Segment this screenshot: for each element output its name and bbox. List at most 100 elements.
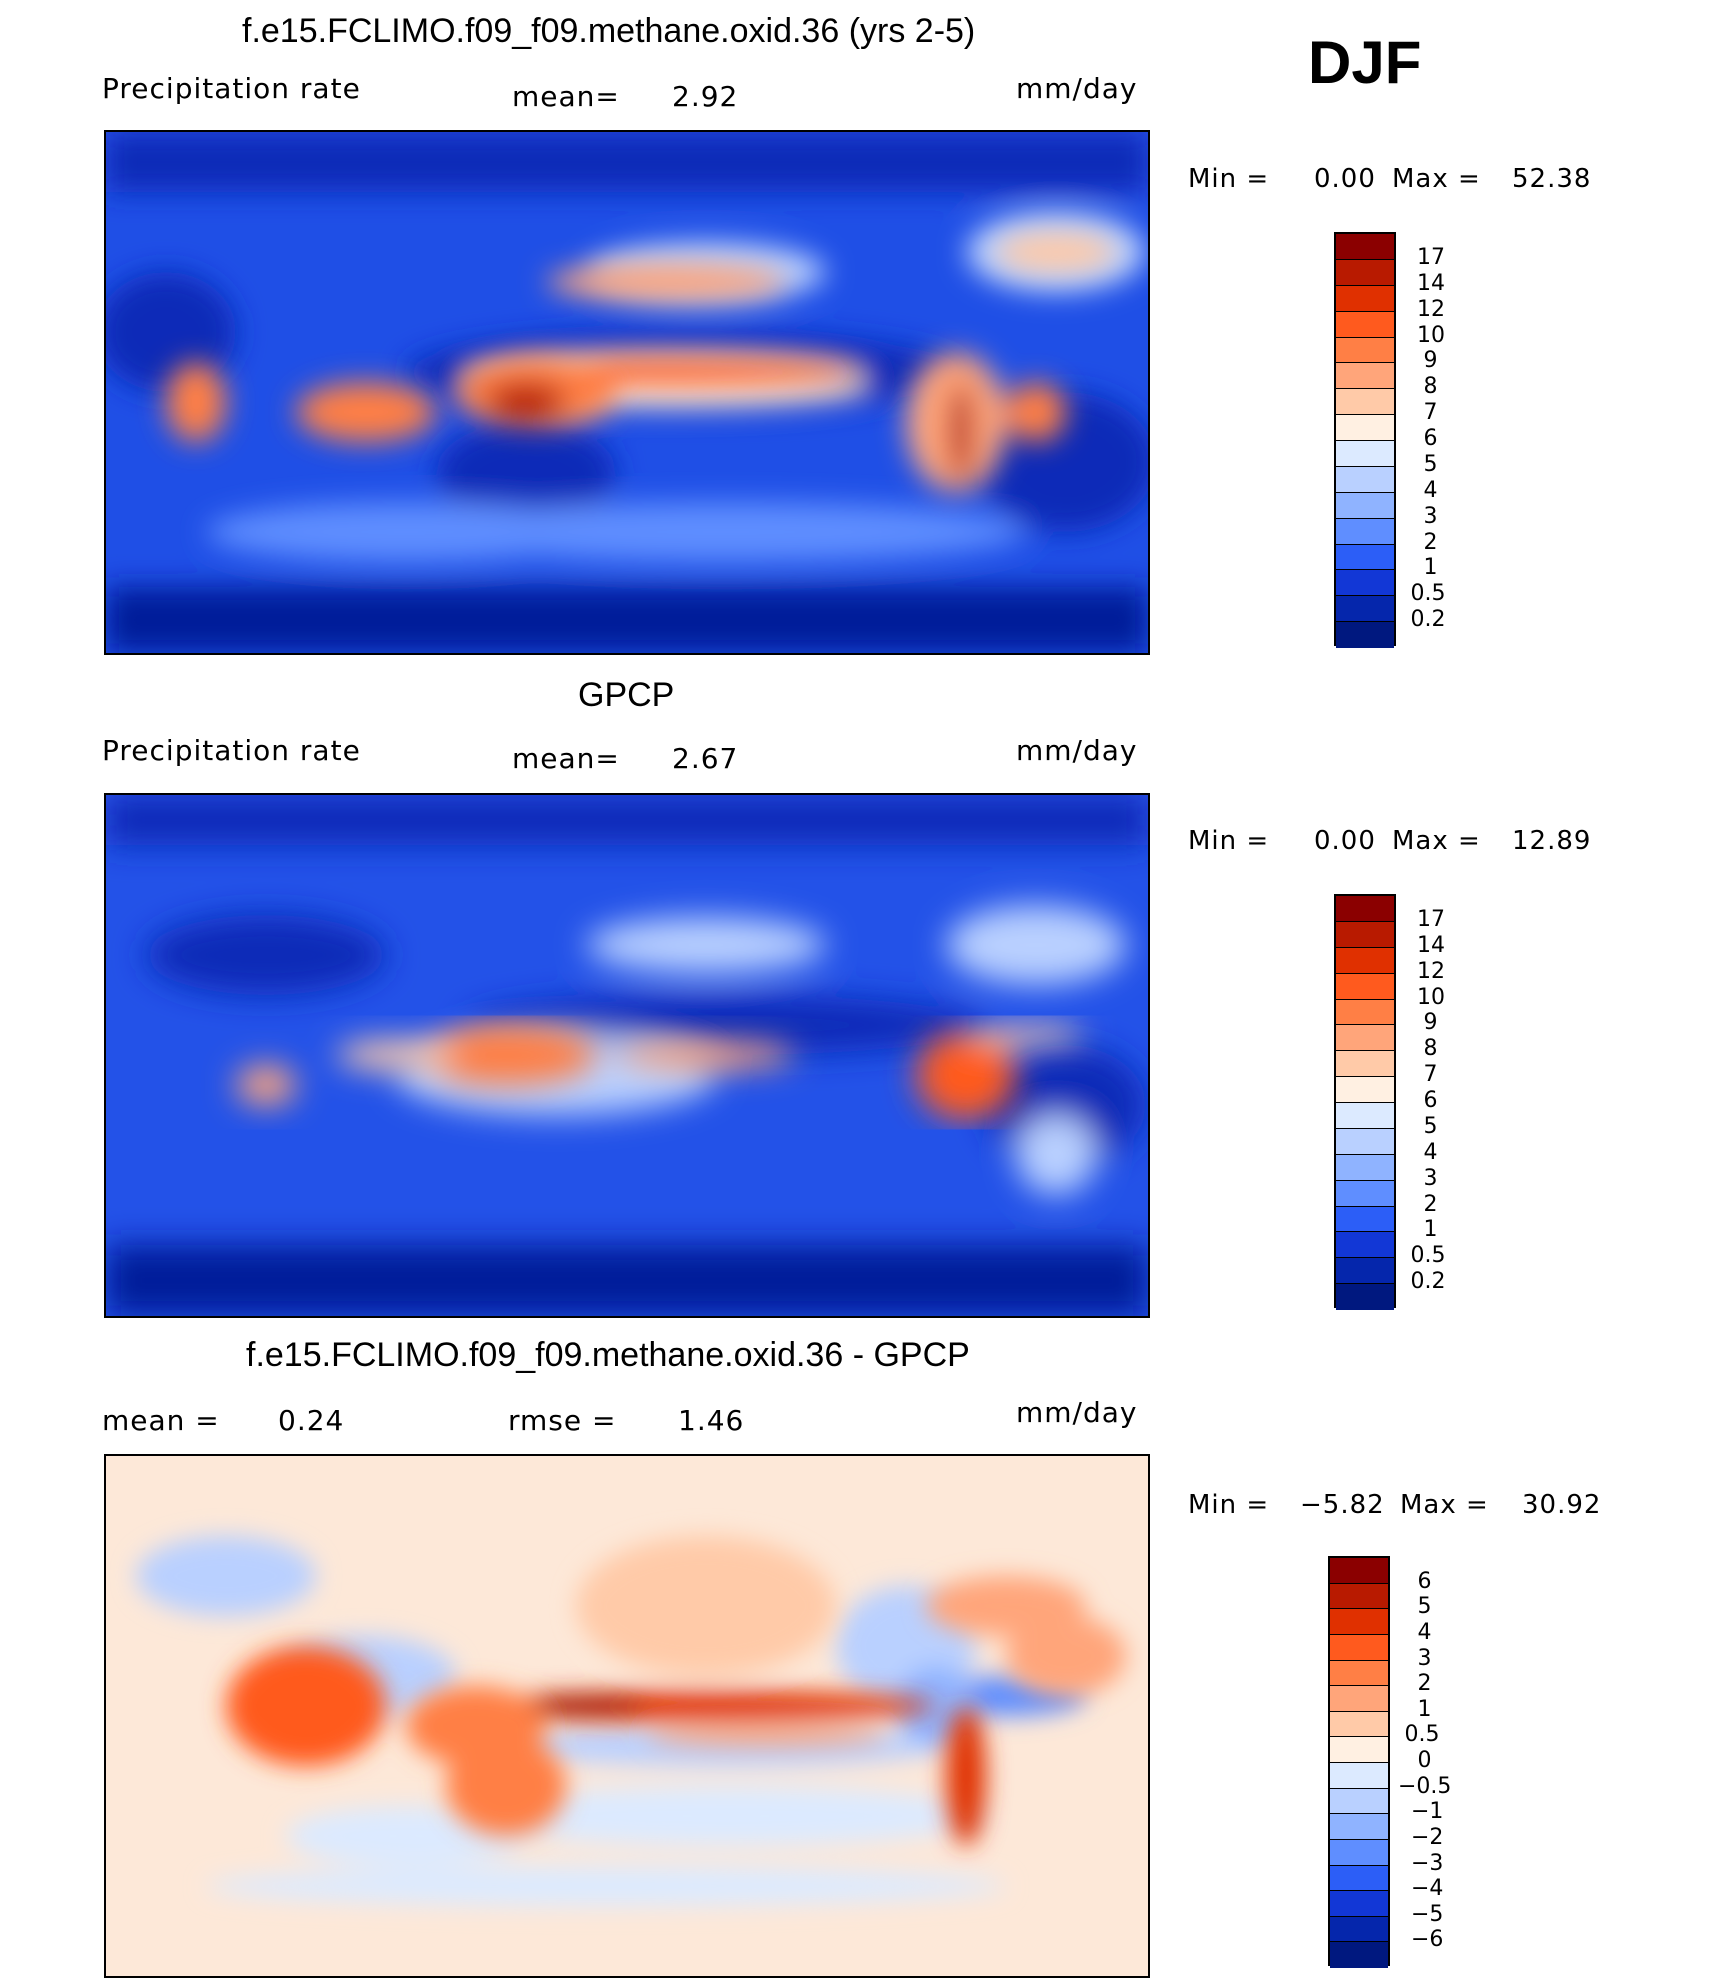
colorbar-cell <box>1330 1609 1388 1635</box>
colorbar-cell <box>1336 1206 1394 1233</box>
colorbar-cell <box>1330 1865 1388 1892</box>
colorbar-cell <box>1336 622 1394 648</box>
colorbar-cell <box>1336 285 1394 312</box>
colorbar-cell <box>1336 1180 1394 1207</box>
colorbar-tick-label: 2 <box>1417 1671 1432 1697</box>
colorbar-cell <box>1336 596 1394 623</box>
panel1-min-value: 0.00 <box>1314 164 1376 194</box>
colorbar-tick-label: −3 <box>1411 1850 1444 1876</box>
colorbar-cell <box>1336 544 1394 571</box>
panel2-title: GPCP <box>578 676 675 714</box>
colorbar-cell <box>1336 311 1394 338</box>
season-label: DJF <box>1308 29 1422 96</box>
panel1-map <box>104 130 1150 655</box>
colorbar-tick-label: 10 <box>1417 322 1445 348</box>
colorbar-tick-label: 12 <box>1417 296 1445 322</box>
panel1-max-label: Max = <box>1392 164 1481 194</box>
colorbar-cell <box>1336 363 1394 390</box>
colorbar-cell <box>1330 1942 1388 1968</box>
colorbar-cell <box>1330 1660 1388 1687</box>
colorbar-tick-label: 8 <box>1423 374 1438 400</box>
colorbar-tick-label: 1 <box>1423 555 1438 581</box>
colorbar-tick-label: 0.2 <box>1410 1269 1446 1295</box>
colorbar-tick-label: 6 <box>1423 1088 1438 1113</box>
panel3-colorbar <box>1328 1556 1390 1968</box>
colorbar-tick-label: 0.5 <box>1404 1722 1440 1748</box>
colorbar-cell <box>1336 947 1394 974</box>
panel3-min-value: −5.82 <box>1300 1490 1385 1520</box>
colorbar-tick-label: 14 <box>1417 270 1445 296</box>
colorbar-tick-label: 9 <box>1423 348 1438 374</box>
colorbar-tick-label: −4 <box>1411 1876 1444 1902</box>
colorbar-cell <box>1330 1711 1388 1738</box>
panel3-min-label: Min = <box>1188 1490 1270 1520</box>
colorbar-cell <box>1336 259 1394 286</box>
colorbar-tick-label: −1 <box>1411 1799 1444 1825</box>
colorbar-tick-label: 9 <box>1423 1010 1438 1036</box>
colorbar-cell <box>1330 1686 1388 1712</box>
colorbar-tick-label: −0.5 <box>1398 1773 1452 1799</box>
panel1-mean-label: mean= <box>512 80 620 113</box>
colorbar-cell <box>1330 1558 1388 1584</box>
colorbar-cell <box>1336 518 1394 545</box>
panel1-colorbar <box>1334 232 1396 648</box>
colorbar-cell <box>1330 1763 1388 1789</box>
colorbar-tick-label: 3 <box>1423 503 1438 529</box>
colorbar-tick-label: 2 <box>1423 529 1438 555</box>
panel2-max-label: Max = <box>1392 826 1481 856</box>
panel2-max-value: 12.89 <box>1512 826 1592 856</box>
colorbar-cell <box>1336 337 1394 364</box>
panel3-mean-label: mean = <box>102 1404 220 1437</box>
panel3-units: mm/day <box>1016 1396 1138 1429</box>
colorbar-cell <box>1336 1128 1394 1155</box>
colorbar-cell <box>1330 1891 1388 1917</box>
colorbar-cell <box>1336 973 1394 1000</box>
panel3-max-label: Max = <box>1400 1490 1489 1520</box>
colorbar-cell <box>1336 492 1394 519</box>
colorbar-cell <box>1336 1103 1394 1129</box>
colorbar-tick-label: 2 <box>1423 1191 1438 1217</box>
panel1-max-value: 52.38 <box>1512 164 1592 194</box>
panel2-map <box>104 793 1150 1318</box>
colorbar-cell <box>1330 1839 1388 1866</box>
colorbar-tick-label: 4 <box>1423 477 1438 503</box>
colorbar-cell <box>1330 1788 1388 1815</box>
panel1-units: mm/day <box>1016 72 1138 105</box>
colorbar-tick-label: 1 <box>1423 1217 1438 1243</box>
colorbar-tick-label: 7 <box>1423 1062 1438 1088</box>
colorbar-cell <box>1336 1284 1394 1310</box>
colorbar-tick-label: 3 <box>1417 1645 1432 1671</box>
colorbar-cell <box>1336 441 1394 467</box>
colorbar-cell <box>1336 415 1394 441</box>
colorbar-tick-label: −2 <box>1411 1824 1444 1850</box>
panel2-colorbar <box>1334 894 1396 1310</box>
colorbar-cell <box>1330 1634 1388 1661</box>
colorbar-tick-label: 3 <box>1423 1165 1438 1191</box>
panel2-units: mm/day <box>1016 734 1138 767</box>
panel2-mean-value: 2.67 <box>672 742 739 775</box>
panel3-max-value: 30.92 <box>1522 1490 1602 1520</box>
colorbar-tick-label: 10 <box>1417 984 1445 1010</box>
colorbar-tick-label: 14 <box>1417 932 1445 958</box>
colorbar-cell <box>1336 1025 1394 1052</box>
colorbar-tick-label: 5 <box>1417 1594 1432 1620</box>
colorbar-tick-label: 17 <box>1417 906 1445 932</box>
colorbar-cell <box>1336 1232 1394 1259</box>
colorbar-cell <box>1336 389 1394 416</box>
colorbar-cell <box>1336 921 1394 948</box>
panel3-mean-value: 0.24 <box>278 1404 345 1437</box>
colorbar-tick-label: 0 <box>1417 1748 1432 1773</box>
colorbar-tick-label: 7 <box>1423 400 1438 426</box>
colorbar-tick-label: 0.2 <box>1410 607 1446 633</box>
colorbar-cell <box>1336 466 1394 493</box>
colorbar-cell <box>1330 1737 1388 1763</box>
panel2-field-label: Precipitation rate <box>102 734 361 767</box>
panel1-mean-value: 2.92 <box>672 80 739 113</box>
colorbar-tick-label: 4 <box>1417 1619 1432 1645</box>
colorbar-tick-label: 0.5 <box>1410 1243 1446 1269</box>
colorbar-tick-label: 17 <box>1417 244 1445 270</box>
colorbar-cell <box>1336 999 1394 1026</box>
panel3-rmse-label: rmse = <box>508 1404 617 1437</box>
panel2-mean-label: mean= <box>512 742 620 775</box>
colorbar-tick-label: 1 <box>1417 1696 1432 1722</box>
